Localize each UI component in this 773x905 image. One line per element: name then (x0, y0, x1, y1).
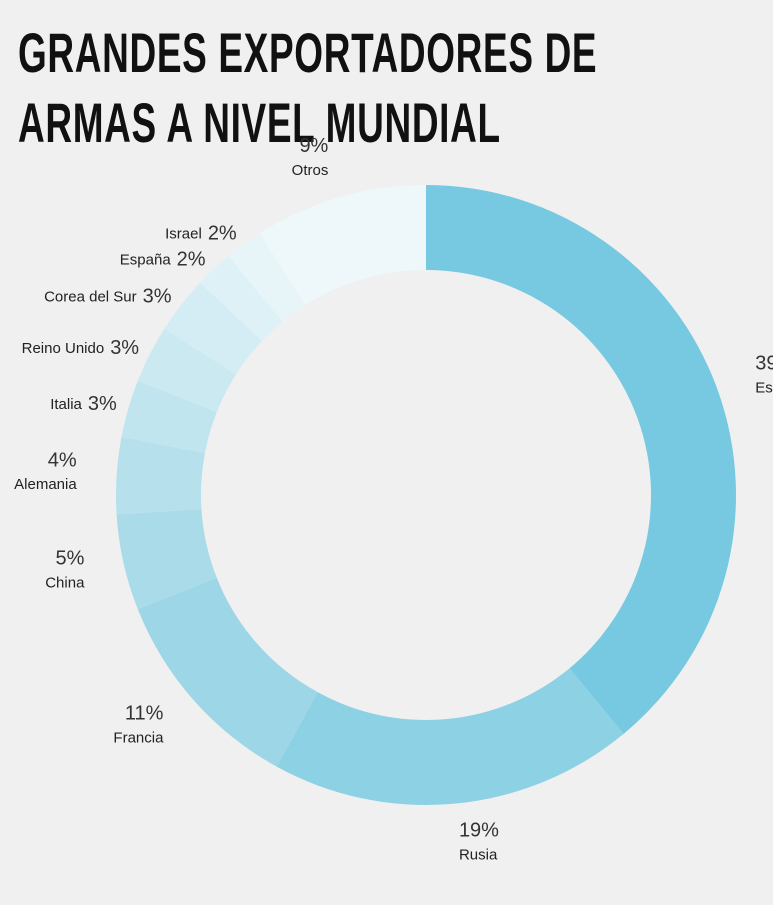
slice-label: Reino Unido 3% (22, 337, 140, 359)
value-label: 11% (125, 703, 164, 725)
donut-slice (121, 380, 217, 453)
category-label: Italia (50, 396, 82, 413)
category-label: Francia (113, 729, 164, 746)
donut-slice (259, 185, 426, 306)
slice-label: España 2% (120, 249, 206, 271)
category-label: Estados Unidos (755, 379, 773, 396)
donut-slice (164, 282, 262, 375)
donut-slice (228, 233, 306, 322)
donut-slice (116, 436, 205, 515)
category-label: China (45, 574, 85, 591)
value-label: 3% (143, 286, 172, 308)
category-label: Alemania (14, 476, 77, 493)
category-label: España (120, 251, 172, 268)
donut-slice (426, 185, 736, 734)
category-label: Corea del Sur (44, 289, 137, 306)
donut-slice (137, 328, 237, 413)
value-label: 19% (459, 820, 499, 842)
category-label: Rusia (459, 846, 498, 863)
value-label: 3% (88, 393, 117, 415)
donut-slice (116, 509, 217, 610)
value-label: 4% (48, 449, 77, 471)
value-label: 9% (299, 135, 328, 157)
donut-slice (200, 256, 283, 341)
value-label: 5% (56, 548, 85, 570)
category-label: Otros (292, 162, 329, 179)
value-label: 2% (208, 223, 237, 245)
category-label: Israel (165, 225, 202, 242)
slice-label: Israel 2% (165, 223, 237, 245)
slice-label: Italia 3% (50, 393, 117, 415)
value-label: 3% (110, 337, 139, 359)
donut-slice (276, 668, 624, 805)
category-label: Reino Unido (22, 340, 105, 357)
value-label: 39% (755, 353, 773, 375)
donut-slice (137, 577, 318, 767)
slice-label: Corea del Sur 3% (44, 286, 172, 308)
chart-title: GRANDES EXPORTADORES DE ARMAS A NIVEL MU… (18, 21, 598, 154)
value-label: 2% (177, 249, 206, 271)
